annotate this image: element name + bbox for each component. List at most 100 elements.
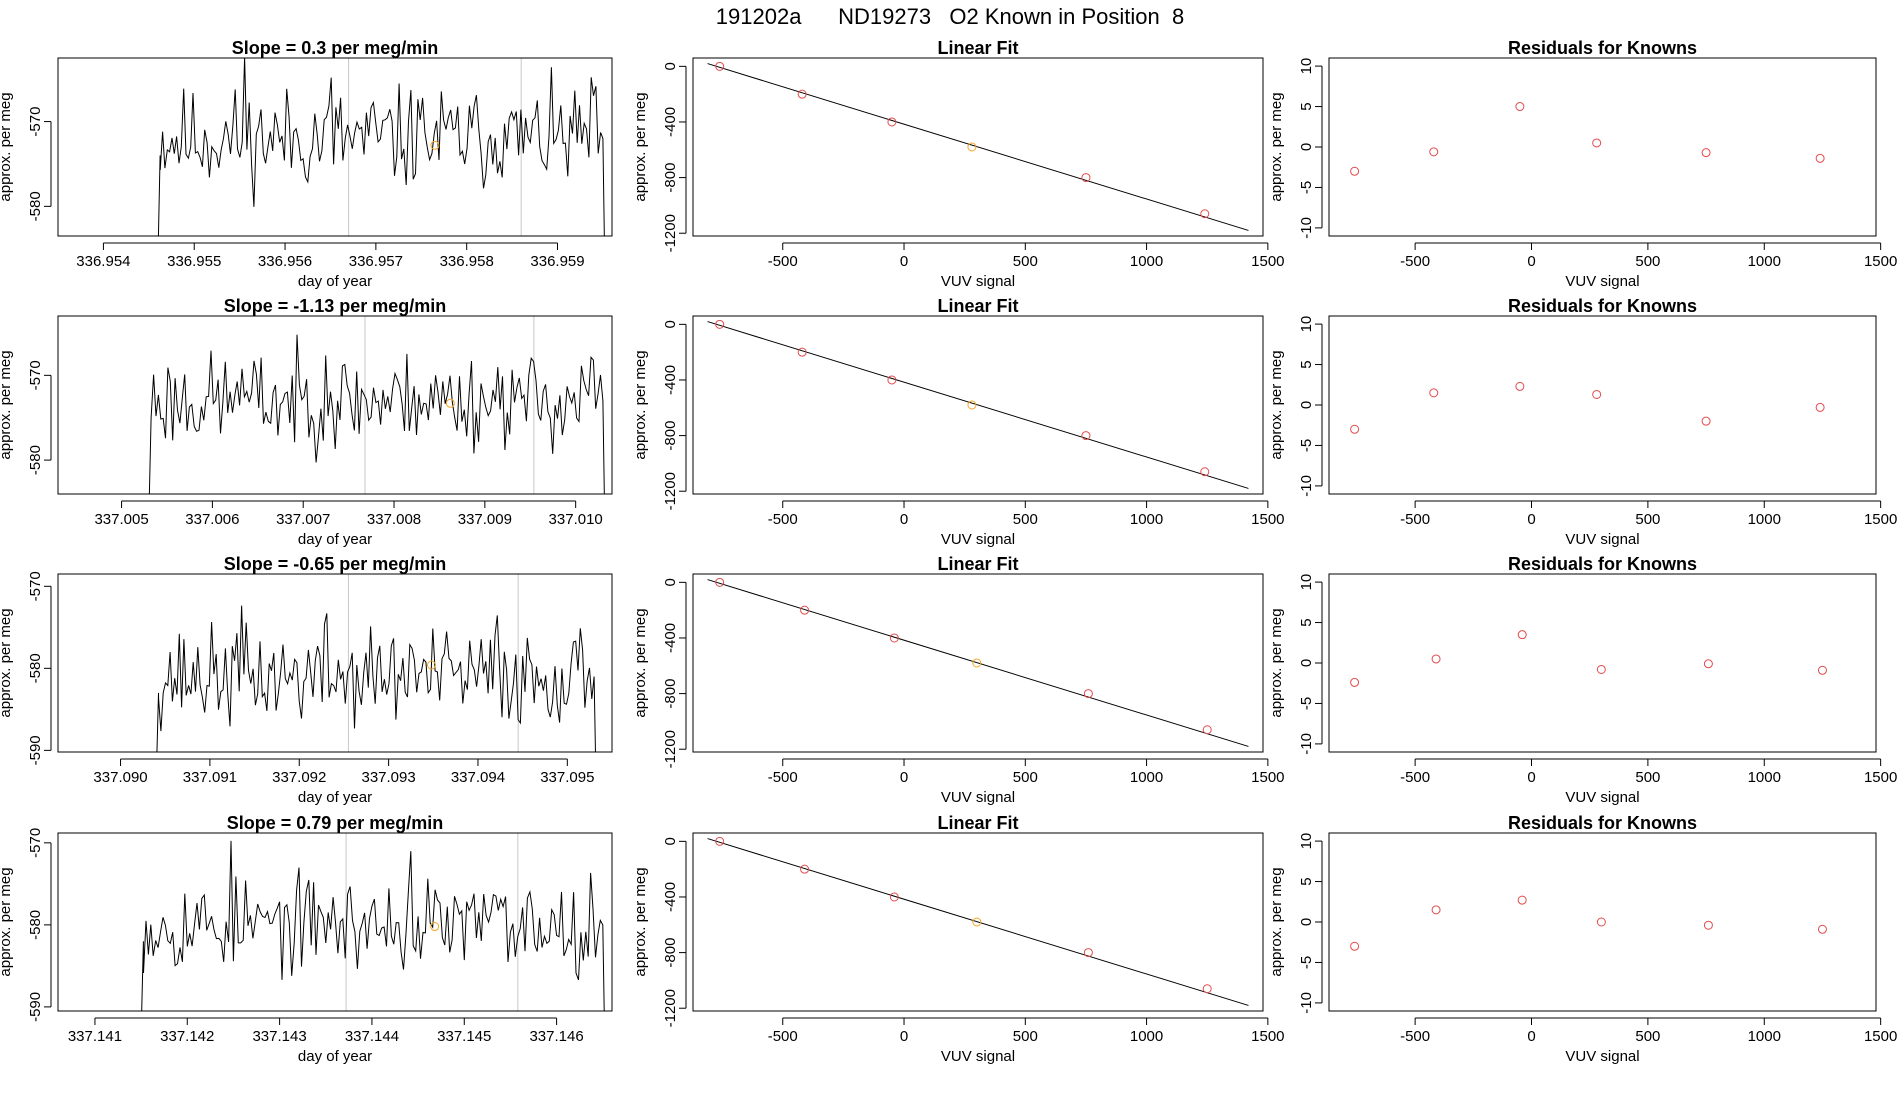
x-tick-label: 336.959: [530, 253, 584, 270]
x-tick-label: 500: [1013, 769, 1038, 786]
data-point: [1596, 664, 1606, 674]
y-tick-label: 0: [1298, 659, 1315, 667]
series-line: [157, 58, 605, 236]
y-tick-label: 10: [1298, 316, 1315, 333]
plot-frame: [1328, 315, 1877, 495]
y-axis-label: approx. per meg: [1268, 867, 1285, 976]
data-point: [972, 658, 982, 668]
y-tick-label: 10: [1298, 833, 1315, 850]
y-tick-label: 10: [1298, 58, 1315, 75]
chart-panel: Slope = 0.79 per meg/min 337.141 337.142 33…: [0, 813, 613, 1065]
data-point: [967, 142, 977, 152]
data-point: [715, 577, 725, 587]
y-tick-label: -400: [662, 623, 679, 653]
x-tick-label: 0: [1527, 253, 1535, 270]
y-tick-label: -10: [1298, 733, 1315, 755]
x-tick-label: 337.008: [367, 511, 421, 528]
x-axis-label: VUV signal: [1565, 273, 1639, 290]
x-tick-label: 1500: [1864, 769, 1897, 786]
x-tick-label: 1500: [1864, 253, 1897, 270]
plot-frame: [692, 573, 1264, 753]
y-tick-label: 5: [1298, 618, 1315, 626]
chart-panel: Residuals for Knowns -500 0 500 1000 1500 VUV …: [1268, 296, 1897, 548]
x-tick-label: 0: [900, 253, 908, 270]
x-tick-label: -500: [1400, 253, 1430, 270]
chart-panel: Residuals for Knowns -500 0 500 1000 1500 VUV …: [1268, 554, 1897, 806]
data-point: [1596, 917, 1606, 927]
x-axis-label: VUV signal: [941, 789, 1015, 806]
x-tick-label: 500: [1013, 253, 1038, 270]
y-tick-label: -800: [662, 938, 679, 968]
y-tick-label: -10: [1298, 992, 1315, 1014]
x-tick-label: 500: [1635, 511, 1660, 528]
x-tick-label: 1000: [1748, 253, 1781, 270]
data-point: [1703, 659, 1713, 669]
y-tick-label: 0: [662, 62, 679, 70]
x-tick-label: 337.142: [160, 1028, 214, 1045]
plot-frame: [1328, 573, 1877, 753]
plot-frame: [57, 57, 613, 237]
x-tick-label: 337.095: [540, 769, 594, 786]
y-tick-label: -800: [662, 421, 679, 451]
y-tick-label: 0: [1298, 143, 1315, 151]
x-tick-label: 500: [1013, 511, 1038, 528]
x-tick-label: 337.090: [93, 769, 147, 786]
plot-area: [156, 574, 596, 752]
chart-title: Residuals for Knowns: [1508, 554, 1697, 574]
y-tick-label: -1200: [662, 472, 679, 510]
data-point: [1200, 209, 1210, 219]
y-axis-label: approx. per meg: [632, 867, 649, 976]
x-tick-label: -500: [1400, 511, 1430, 528]
x-tick-label: -500: [768, 511, 798, 528]
mean-point: [445, 398, 455, 408]
x-tick-label: 0: [900, 1028, 908, 1045]
x-tick-label: 337.091: [183, 769, 237, 786]
fit-line: [707, 579, 1249, 747]
x-axis-label: day of year: [298, 789, 372, 806]
x-tick-label: 1500: [1251, 511, 1284, 528]
data-point: [887, 375, 897, 385]
y-tick-label: -1200: [662, 214, 679, 252]
plot-frame: [57, 315, 613, 495]
chart-title: Linear Fit: [937, 296, 1018, 316]
data-point: [972, 917, 982, 927]
plot-frame: [692, 832, 1264, 1012]
x-tick-label: 336.955: [167, 253, 221, 270]
y-tick-label: -1200: [662, 989, 679, 1027]
y-tick-label: -5: [1298, 956, 1315, 969]
data-point: [1431, 654, 1441, 664]
y-axis-label: approx. per meg: [0, 92, 14, 201]
x-axis-label: VUV signal: [941, 1048, 1015, 1065]
chart-title: Residuals for Knowns: [1508, 296, 1697, 316]
data-point: [1083, 689, 1093, 699]
y-tick-label: -5: [1298, 697, 1315, 710]
x-tick-label: 1000: [1748, 511, 1781, 528]
x-tick-label: 337.094: [451, 769, 505, 786]
data-point: [797, 347, 807, 357]
y-axis-label: approx. per meg: [632, 608, 649, 717]
data-point: [800, 864, 810, 874]
chart-panel: Residuals for Knowns -500 0 500 1000 1500 VUV …: [1268, 813, 1897, 1065]
fit-line: [707, 63, 1249, 231]
chart-panel: Linear Fit -500 0 500 1000 1500 VUV signal -120…: [632, 38, 1285, 290]
y-axis-label: approx. per meg: [1268, 350, 1285, 459]
x-tick-label: 337.143: [252, 1028, 306, 1045]
data-point: [1515, 102, 1525, 112]
x-tick-label: 500: [1635, 253, 1660, 270]
data-point: [1200, 467, 1210, 477]
y-axis-label: approx. per meg: [632, 92, 649, 201]
data-point: [1517, 630, 1527, 640]
y-tick-label: -580: [27, 191, 44, 221]
series-line: [148, 334, 605, 494]
x-axis-label: VUV signal: [941, 531, 1015, 548]
y-tick-label: -590: [27, 992, 44, 1022]
chart-panel: Linear Fit -500 0 500 1000 1500 VUV signal -120…: [632, 296, 1285, 548]
x-axis-label: day of year: [298, 1048, 372, 1065]
y-tick-label: -580: [27, 910, 44, 940]
data-point: [1429, 388, 1439, 398]
data-point: [967, 400, 977, 410]
y-axis-label: approx. per meg: [1268, 608, 1285, 717]
page-title: 191202a ND19273 O2 Known in Position 8: [715, 4, 1185, 29]
y-tick-label: -400: [662, 882, 679, 912]
y-axis-label: approx. per meg: [632, 350, 649, 459]
